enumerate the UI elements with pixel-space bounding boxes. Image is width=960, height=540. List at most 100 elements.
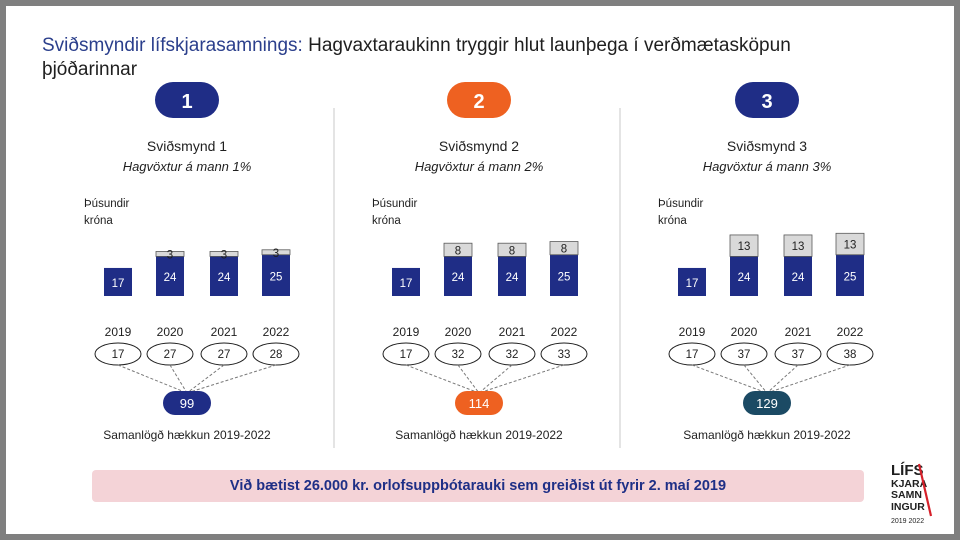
scenario-2-title: Sviðsmynd 2	[439, 138, 519, 154]
scenario-3-category-2020: 2020	[731, 325, 758, 339]
scenario-1-badge-number: 1	[181, 91, 192, 113]
scenario-1-category-2021: 2021	[211, 325, 238, 339]
scenario-2-bar-extra-label-2021: 8	[509, 245, 515, 257]
scenario-2-bar-base-label-2022: 25	[558, 271, 571, 283]
scenario-1-sum: 99	[180, 396, 194, 411]
scenario-2-bar-base-2022	[550, 254, 578, 296]
scenario-2-connector-2022	[478, 364, 565, 394]
scenario-1-total-2022: 28	[270, 349, 283, 361]
scenario-1-bar-base-2019	[104, 267, 132, 296]
scenario-1-bar-extra-label-2020: 3	[167, 249, 173, 261]
scenario-1-ylabel-line2: króna	[84, 215, 113, 227]
scenario-3-bar-extra-label-2022: 13	[844, 240, 857, 252]
scenario-3-badge	[735, 82, 799, 118]
title-lead: Sviðsmyndir lífskjarasamnings:	[42, 35, 303, 56]
scenario-2-bar-extra-label-2020: 8	[455, 245, 461, 257]
scenario-1-bar-extra-2021	[209, 251, 239, 257]
scenario-3-bar-base-label-2022: 25	[844, 271, 857, 283]
scenario-1-title: Sviðsmynd 1	[147, 138, 227, 154]
scenario-2-bar-base-label-2021: 24	[506, 272, 519, 284]
scenario-3-sum-label: Samanlögð hækkun 2019-2022	[683, 428, 851, 442]
scenario-1-sum-badge	[163, 391, 211, 415]
scenario-3-bar-base-2019	[678, 267, 706, 296]
scenario-1-ylabel-line1: Þúsundir	[84, 198, 130, 210]
banner-text: Við bætist 26.000 kr. orlofsuppbótarauki…	[229, 478, 727, 494]
scenario-1-connector-2022	[186, 364, 277, 394]
scenario-3-bar-extra-2020	[729, 234, 759, 257]
scenario-1-subtitle: Hagvöxtur á mann 1%	[123, 159, 252, 174]
scenario-3-bar-extra-2021	[783, 234, 813, 257]
scenario-3-bar-extra-label-2021: 13	[792, 241, 805, 253]
scenario-2-badge-number: 2	[473, 91, 484, 113]
scenario-2-bar-extra-2020	[443, 242, 473, 257]
scenario-2-category-2019: 2019	[393, 325, 420, 339]
scenario-3-bar-base-2022	[836, 254, 864, 296]
logo-line2: KJARA	[891, 478, 928, 490]
scenario-2-bar-extra-2022	[549, 241, 579, 256]
scenario-3-total-2021: 37	[792, 349, 805, 361]
scenario-2-bar-extra-2021	[497, 242, 527, 257]
scenario-1-bar-base-2022	[262, 254, 290, 296]
scenario-3-category-2022: 2022	[837, 325, 864, 339]
scenario-1-bar-base-2021	[210, 256, 238, 296]
scenario-3-bar-base-2021	[784, 256, 812, 296]
scenario-2-bar-base-2020	[444, 256, 472, 296]
scenario-1-bar-extra-label-2021: 3	[221, 249, 227, 261]
title-rest: Hagvaxtaraukinn tryggir hlut launþega í …	[42, 35, 791, 80]
scenario-1-total-2019: 17	[112, 349, 125, 361]
scenario-2-subtitle: Hagvöxtur á mann 2%	[415, 159, 544, 174]
lifskjarasamningur-logo: LÍFS KJARA SAMN INGUR 2019 2022	[891, 462, 933, 525]
scenario-2-ylabel-line1: Þúsundir	[372, 198, 418, 210]
scenario-3-total-2022: 38	[844, 349, 857, 361]
scenario-3-ylabel-line2: króna	[658, 215, 687, 227]
scenario-3-ylabel-line1: Þúsundir	[658, 198, 704, 210]
scenario-2-connector-2021	[478, 364, 513, 394]
scenario-3-connector-2021	[766, 364, 799, 394]
scenario-3-connector-2020	[743, 364, 768, 394]
scenario-1-sum-label: Samanlögð hækkun 2019-2022	[103, 428, 271, 442]
scenario-2-category-2021: 2021	[499, 325, 526, 339]
scenario-3-bar-base-label-2020: 24	[738, 272, 751, 284]
logo-slash	[917, 463, 933, 517]
scenario-1-bar-base-label-2021: 24	[218, 272, 231, 284]
scenario-2-sum: 114	[469, 396, 490, 411]
scenario-1-total-2021: 27	[218, 349, 231, 361]
scenario-2-bar-base-2019	[392, 267, 420, 296]
scenario-1-total-2020: 27	[164, 349, 177, 361]
scenario-1-category-2022: 2022	[263, 325, 290, 339]
scenario-1-bar-extra-label-2022: 3	[273, 248, 279, 260]
scenario-3-bar-base-label-2019: 17	[686, 278, 699, 290]
logo-line3: SAMN	[891, 489, 922, 501]
slide: Sviðsmyndir lífskjarasamnings: Hagvaxtar…	[6, 6, 954, 534]
scenario-2-category-2020: 2020	[445, 325, 472, 339]
scenario-1-connector-2021	[186, 364, 225, 394]
scenario-1-category-2020: 2020	[157, 325, 184, 339]
scenario-3-bar-extra-2022	[835, 232, 865, 256]
scenario-1-bar-base-label-2019: 17	[112, 278, 125, 290]
scenario-3-sum: 129	[756, 396, 778, 411]
scenario-2-sum-label: Samanlögð hækkun 2019-2022	[395, 428, 563, 442]
scenario-1-connector-2019	[117, 364, 188, 394]
logo-line4: INGUR	[891, 501, 925, 513]
scenario-2-connector-2019	[405, 364, 480, 394]
page-title: Sviðsmyndir lífskjarasamnings: Hagvaxtar…	[42, 34, 872, 82]
scenario-3-subtitle: Hagvöxtur á mann 3%	[703, 159, 832, 174]
scenario-3-connector-2022	[766, 364, 851, 394]
scenario-3-bar-base-label-2021: 24	[792, 272, 805, 284]
scenario-2-total-2022: 33	[558, 349, 571, 361]
scenario-3-connector-2019	[691, 364, 768, 394]
scenario-3-sum-badge	[743, 391, 791, 415]
scenario-1-connector-2020	[169, 364, 188, 394]
scenario-1-badge	[155, 82, 219, 118]
holiday-bonus-banner: Við bætist 26.000 kr. orlofsuppbótarauki…	[92, 470, 864, 502]
scenario-2-bar-base-label-2020: 24	[452, 272, 465, 284]
scenario-2-connector-2020	[457, 364, 480, 394]
scenario-2-bar-extra-label-2022: 8	[561, 244, 567, 256]
scenario-3-total-2019: 17	[686, 349, 699, 361]
scenario-2-category-2022: 2022	[551, 325, 578, 339]
scenario-2-ylabel-line2: króna	[372, 215, 401, 227]
scenario-1-bar-base-2020	[156, 256, 184, 296]
scenario-2-sum-badge	[455, 391, 503, 415]
scenario-2-badge	[447, 82, 511, 118]
scenario-3-category-2019: 2019	[679, 325, 706, 339]
